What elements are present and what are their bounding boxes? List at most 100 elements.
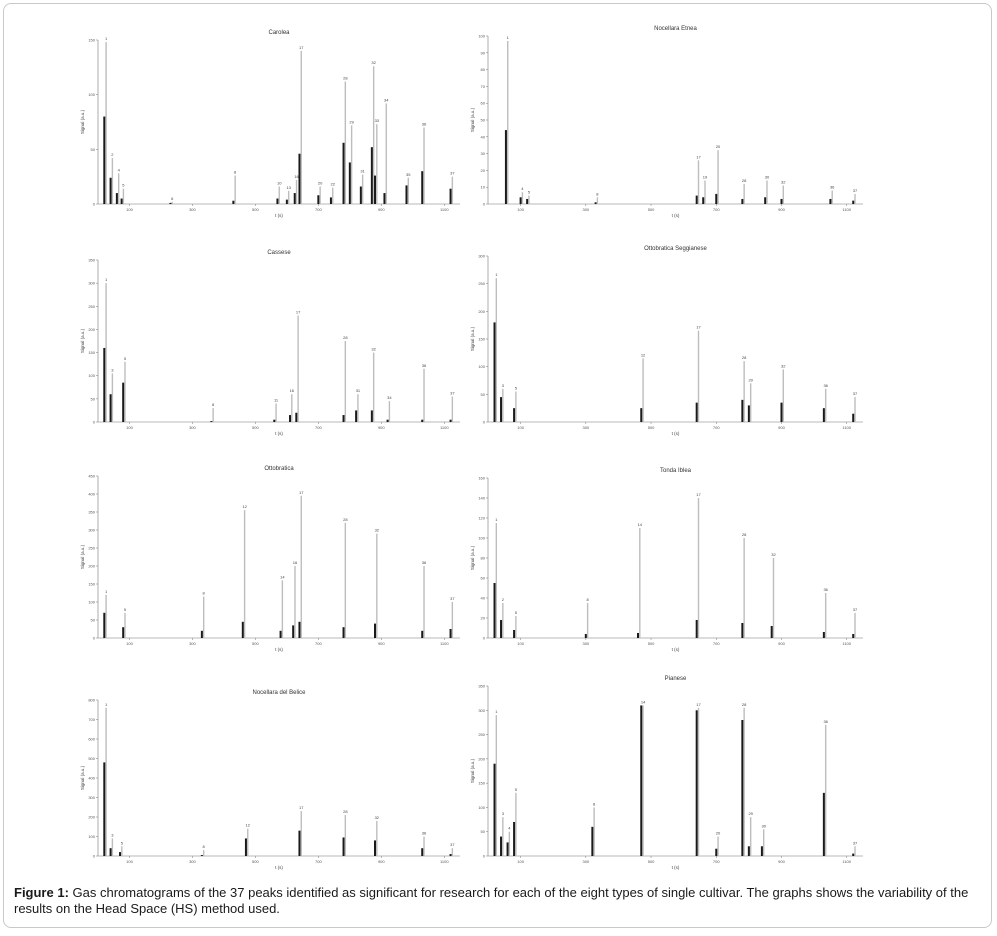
- chromatogram-panel-7: Nocellara del Belice 0 100 200 300 400 500 600 7…: [80, 690, 460, 870]
- y-tick-label: 40: [481, 134, 486, 139]
- caption-label: Figure 1:: [14, 885, 69, 900]
- peak-label: 8: [203, 591, 206, 596]
- y-tick-label: 60: [481, 576, 486, 581]
- peak-label: 1: [495, 517, 498, 522]
- panel-title: Nocellara Etnea: [654, 26, 697, 32]
- x-tick-label: 100: [517, 425, 524, 430]
- peak-label: 37: [450, 842, 455, 847]
- x-tick-label: 300: [189, 425, 196, 430]
- x-tick-label: 900: [778, 859, 785, 864]
- peak-bar: [241, 621, 244, 638]
- x-tick-label: 300: [582, 859, 589, 864]
- peak-bar: [715, 848, 718, 856]
- x-tick-label: 900: [778, 425, 785, 430]
- peak-label: 32: [375, 528, 380, 533]
- peak-bar: [747, 846, 750, 856]
- peak-bar: [506, 842, 509, 856]
- x-tick-label: 900: [378, 859, 385, 864]
- peak-bar: [449, 188, 452, 204]
- x-tick-label: 100: [126, 641, 133, 646]
- y-tick-label: 140: [478, 496, 485, 501]
- x-tick-label: 700: [315, 641, 322, 646]
- peak-label: 37: [853, 607, 858, 612]
- peak-label: 17: [299, 490, 304, 495]
- peak-label: 8: [234, 170, 237, 175]
- y-axis-title: Signal (a.u.): [470, 545, 475, 570]
- peak-bar: [103, 347, 106, 422]
- y-tick-label: 0: [93, 420, 96, 425]
- peak-label: 4: [118, 167, 121, 172]
- x-tick-label: 900: [778, 207, 785, 212]
- peak-label: 3: [502, 383, 505, 388]
- peak-label: 31: [360, 168, 365, 173]
- x-tick-label: 700: [315, 207, 322, 212]
- peak-bar: [852, 200, 855, 204]
- peak-label: 36: [422, 363, 427, 368]
- peak-bar: [200, 855, 203, 856]
- peak-bar: [741, 720, 744, 856]
- peak-bar: [829, 198, 832, 204]
- y-tick-label: 250: [478, 281, 485, 286]
- x-tick-label: 1100: [842, 641, 851, 646]
- peak-bar: [449, 629, 452, 638]
- peak-bar: [103, 116, 106, 204]
- peak-bar: [822, 408, 825, 422]
- peak-label: 12: [242, 504, 247, 509]
- peak-label: 30: [761, 823, 766, 828]
- peak-label: 10: [277, 181, 282, 186]
- peak-bar: [386, 419, 389, 422]
- peak-label: 36: [422, 831, 427, 836]
- peak-bar: [822, 792, 825, 856]
- peak-bar: [298, 153, 301, 204]
- peak-label: 11: [274, 397, 279, 402]
- peak-label: 14: [280, 574, 285, 579]
- y-axis-title: Signal (a.u.): [470, 107, 475, 132]
- y-tick-label: 200: [88, 327, 95, 332]
- peak-bar: [852, 634, 855, 638]
- peak-bar: [317, 195, 320, 204]
- x-axis-title: t (s): [672, 647, 680, 652]
- peak-bar: [695, 620, 698, 638]
- peak-bar: [348, 162, 351, 204]
- peak-label: 36: [823, 383, 828, 388]
- peak-bar: [500, 836, 503, 856]
- peak-label: 4: [508, 826, 511, 831]
- peak-label: 5: [124, 607, 127, 612]
- chromatogram-panel-5: Ottobratica 0 50 100 150 200 250 300 350 400 450 10…: [80, 466, 460, 652]
- peak-bar: [702, 197, 705, 204]
- y-tick-label: 160: [478, 476, 485, 481]
- peak-label: 5: [515, 386, 518, 391]
- x-tick-label: 300: [582, 207, 589, 212]
- peak-label: 8: [212, 402, 215, 407]
- peak-bar: [421, 171, 424, 204]
- peak-label: 37: [853, 391, 858, 396]
- y-tick-label: 50: [91, 147, 96, 152]
- peak-bar: [279, 630, 282, 638]
- peak-label: 1: [495, 272, 498, 277]
- peak-bar: [359, 186, 362, 204]
- peak-label: 34: [387, 395, 392, 400]
- peak-bar: [526, 198, 529, 204]
- panel-title: Tonda Iblea: [660, 468, 692, 474]
- peak-label: 5: [122, 183, 125, 188]
- x-tick-label: 1100: [842, 425, 851, 430]
- y-axis-title: Signal (a.u.): [80, 328, 85, 353]
- peak-bar: [741, 399, 744, 422]
- peak-label: 35: [406, 172, 411, 177]
- peak-bar: [342, 627, 345, 638]
- peak-bar: [741, 623, 744, 638]
- peak-bar: [342, 415, 345, 422]
- y-tick-label: 90: [481, 50, 486, 55]
- y-tick-label: 400: [88, 776, 95, 781]
- peak-label: 20: [716, 144, 721, 149]
- x-axis-title: t (s): [275, 647, 283, 652]
- peak-bar: [355, 410, 358, 422]
- peak-label: 29: [349, 119, 354, 124]
- y-tick-label: 10: [481, 185, 486, 190]
- y-tick-label: 300: [478, 708, 485, 713]
- y-tick-label: 100: [88, 92, 95, 97]
- peak-label: 36: [823, 587, 828, 592]
- peak-label: 36: [830, 185, 835, 190]
- y-tick-label: 0: [93, 202, 96, 207]
- peak-bar: [119, 852, 122, 856]
